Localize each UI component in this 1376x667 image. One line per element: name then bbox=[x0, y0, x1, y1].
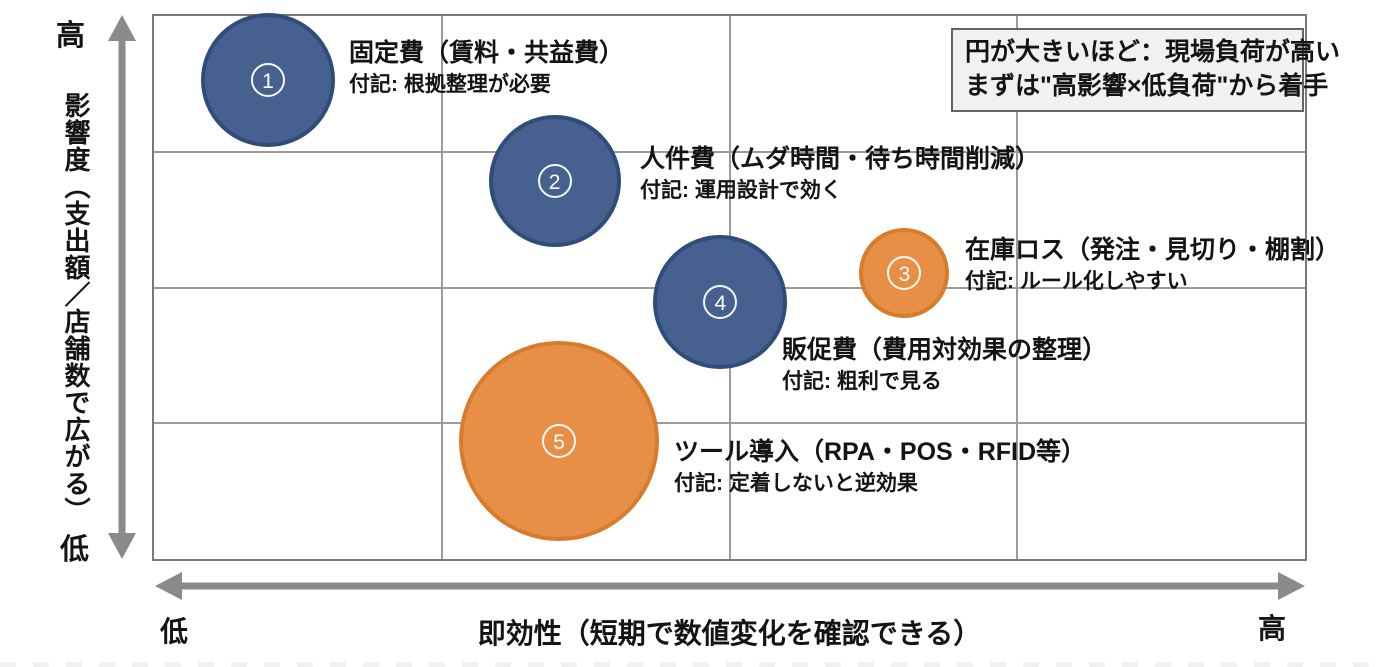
bubble-title: ツール導入（RPA・POS・RFID等） bbox=[674, 438, 1087, 466]
bubble-1: 1 bbox=[200, 12, 335, 147]
y-axis-low-label: 低 bbox=[60, 534, 90, 566]
bubble-number-badge: 3 bbox=[887, 256, 922, 291]
x-axis-high-label: 高 bbox=[1258, 613, 1287, 644]
bubble-label-1: 固定費（賃料・共益費） 付記: 根拠整理が必要 bbox=[349, 37, 624, 99]
y-axis-arrow bbox=[108, 15, 136, 559]
x-axis-arrow bbox=[155, 572, 1305, 600]
bubble-title: 人件費（ムダ時間・待ち時間削減） bbox=[640, 145, 1041, 173]
gridline-horizontal bbox=[154, 422, 1305, 425]
bubble-4: 4 bbox=[653, 234, 788, 369]
bubble-label-4: 販促費（費用対効果の整理） 付記: 粗利で見る bbox=[782, 334, 1107, 396]
bubble-label-2: 人件費（ムダ時間・待ち時間削減） 付記: 運用設計で効く bbox=[640, 143, 1040, 205]
legend-note-line2: まずは"高影響×低負荷"から着手 bbox=[965, 72, 1329, 100]
bubble-note: 付記: 根拠整理が必要 bbox=[349, 73, 551, 96]
bubble-number-badge: 2 bbox=[537, 164, 572, 199]
bottom-edge-artifact bbox=[0, 662, 1376, 667]
bubble-number-badge: 4 bbox=[703, 284, 738, 319]
bubble-title: 販促費（費用対効果の整理） bbox=[782, 336, 1108, 364]
gridline-horizontal bbox=[154, 150, 1305, 153]
y-axis-title: 影響度（支出額／店舗数で広がる） bbox=[61, 92, 91, 524]
x-axis-low-label: 低 bbox=[160, 616, 189, 647]
legend-note-line1: 円が大きいほど：現場負荷が高い bbox=[965, 38, 1341, 66]
bubble-2: 2 bbox=[488, 115, 621, 248]
bubble-note: 付記: 粗利で見る bbox=[782, 370, 942, 393]
bubble-note: 付記: ルール化しやすい bbox=[965, 270, 1188, 293]
bubble-number-badge: 5 bbox=[542, 423, 577, 458]
bubble-title: 固定費（賃料・共益費） bbox=[349, 39, 625, 67]
bubble-note: 付記: 定着しないと逆効果 bbox=[674, 472, 918, 495]
bubble-label-5: ツール導入（RPA・POS・RFID等） 付記: 定着しないと逆効果 bbox=[674, 436, 1086, 498]
plot-area: 円が大きいほど：現場負荷が高い まずは"高影響×低負荷"から着手 1 固定費（賃料… bbox=[152, 12, 1341, 561]
bubble-title: 在庫ロス（発注・見切り・棚割） bbox=[965, 236, 1341, 264]
bubble-label-3: 在庫ロス（発注・見切り・棚割） 付記: ルール化しやすい bbox=[965, 234, 1340, 296]
bubble-3: 3 bbox=[859, 228, 950, 319]
bubble-5: 5 bbox=[459, 340, 660, 541]
legend-note-box: 円が大きいほど：現場負荷が高い まずは"高影響×低負荷"から着手 bbox=[951, 28, 1341, 112]
y-axis-high-label: 高 bbox=[56, 20, 86, 52]
x-axis-title: 即効性（短期で数値変化を確認できる） bbox=[477, 618, 982, 649]
bubble-number-badge: 1 bbox=[250, 62, 285, 97]
bubble-note: 付記: 運用設計で効く bbox=[640, 179, 842, 202]
